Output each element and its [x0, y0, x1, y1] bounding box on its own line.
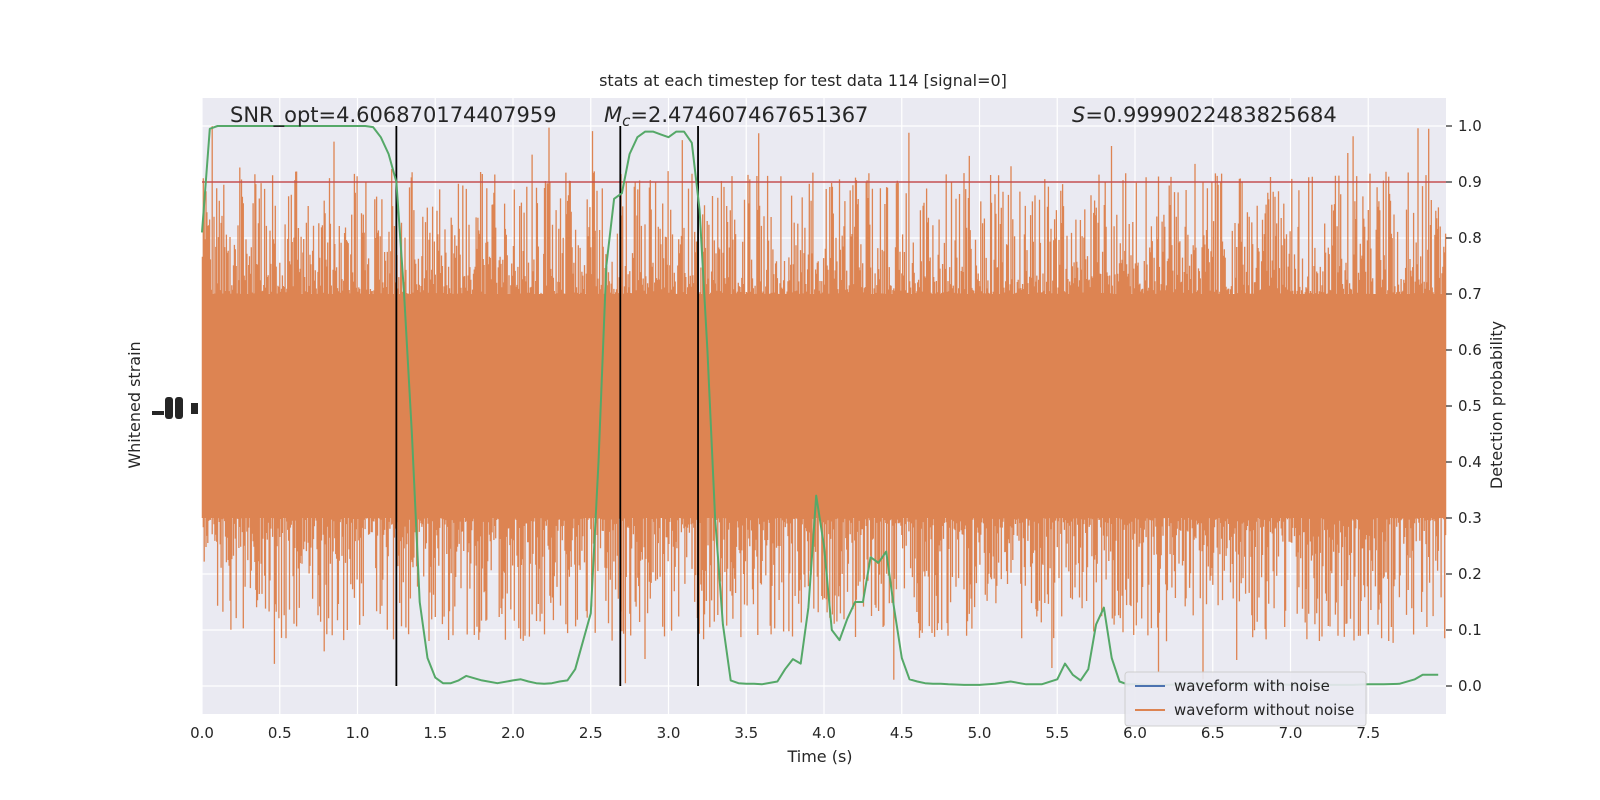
x-tick-label: 1.0 [346, 724, 370, 742]
x-tick-label: 2.5 [579, 724, 603, 742]
y-tick-label: 0.9 [1458, 173, 1482, 191]
snr-annotation: SNR_opt=4.606870174407959 [230, 103, 557, 128]
noise-waveform [201, 126, 1447, 684]
x-tick-label: 3.5 [734, 724, 758, 742]
y-tick-label: 0.5 [1458, 397, 1482, 415]
x-tick-label: 7.5 [1356, 724, 1380, 742]
x-ticks: 0.0 0.5 1.0 1.5 2.0 2.5 3.0 3.5 4.0 4.5 5.0 5.5 6.0 6… [190, 724, 1380, 742]
x-tick-label: 3.0 [657, 724, 681, 742]
x-axis-label: Time (s) [786, 747, 852, 766]
mc-symbol: M [604, 103, 622, 127]
y-axis-label-left: Whitened strain [125, 341, 144, 468]
mc-annotation: Mc=2.474607467651367 [604, 103, 868, 130]
chart-title: stats at each timestep for test data 114… [599, 71, 1007, 90]
x-tick-label: 0.0 [190, 724, 214, 742]
y-tick-label: 0.2 [1458, 565, 1482, 583]
legend: waveform with noise waveform without noi… [1124, 671, 1367, 727]
s-value: =0.9999022483825684 [1085, 103, 1336, 127]
y-tick-label: 0.8 [1458, 229, 1482, 247]
mc-value: =2.474607467651367 [630, 103, 868, 127]
y-tick-label: 1.0 [1458, 117, 1482, 135]
left-axis-tick-marks [152, 397, 198, 419]
x-tick-label: 5.0 [968, 724, 992, 742]
y-tick-label: 0.6 [1458, 341, 1482, 359]
x-tick-label: 4.0 [812, 724, 836, 742]
y-axis-label-right: Detection probability [1487, 321, 1506, 489]
y-tick-label: 0.4 [1458, 453, 1482, 471]
legend-label-without-noise: waveform without noise [1174, 701, 1354, 719]
x-tick-label: 6.5 [1201, 724, 1225, 742]
x-tick-label: 4.5 [890, 724, 914, 742]
s-symbol: S [1072, 103, 1085, 127]
s-annotation: S=0.9999022483825684 [1072, 103, 1337, 127]
x-tick-label: 6.0 [1123, 724, 1147, 742]
y-tick-label: 0.3 [1458, 509, 1482, 527]
x-tick-label: 1.5 [423, 724, 447, 742]
y-tick-label: 0.7 [1458, 285, 1482, 303]
y-tick-label: 0.0 [1458, 677, 1482, 695]
x-tick-label: 0.5 [268, 724, 292, 742]
y-ticks-right: 0.0 0.1 0.2 0.3 0.4 0.5 0.6 0.7 0.8 0.9 1.0 [1446, 117, 1482, 695]
x-tick-label: 7.0 [1279, 724, 1303, 742]
x-tick-label: 5.5 [1045, 724, 1069, 742]
x-tick-label: 2.0 [501, 724, 525, 742]
legend-box [1124, 671, 1367, 727]
y-tick-label: 0.1 [1458, 621, 1482, 639]
series-waveform-without-noise [201, 126, 1447, 684]
mc-subscript: c [622, 112, 631, 130]
legend-label-with-noise: waveform with noise [1174, 677, 1330, 695]
